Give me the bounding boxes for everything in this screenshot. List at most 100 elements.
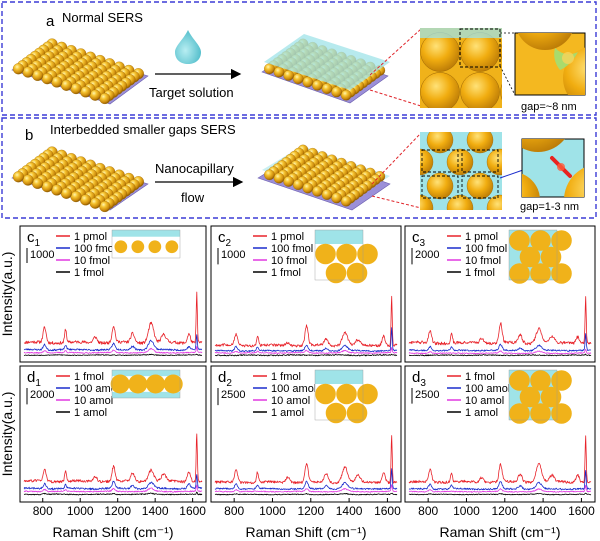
legend-entry: 1 amol xyxy=(465,407,498,419)
spectrum-trace-1-amol xyxy=(23,491,203,496)
zoom-line-b-bottom xyxy=(371,195,422,209)
legend-entry: 1 fmol xyxy=(271,267,301,279)
x-tick-label: 1400 xyxy=(336,504,363,518)
x-tick-label: 800 xyxy=(224,504,244,518)
panel-label-d2: d2 xyxy=(218,369,232,389)
gap-label-a: gap=~8 nm xyxy=(521,101,577,113)
gap-inset-a xyxy=(514,32,586,96)
inset-sphere xyxy=(530,403,551,424)
spectrum-trace-1-pmol xyxy=(408,296,592,346)
nanosphere xyxy=(12,171,24,183)
nanosphere-array-b-right xyxy=(264,144,386,207)
inset-sphere xyxy=(509,263,530,284)
panel-label-d3: d3 xyxy=(412,369,426,389)
nanosphere xyxy=(60,79,72,91)
inset-liquid xyxy=(112,391,180,398)
x-tick-label: 1200 xyxy=(297,504,324,518)
zoom-sphere xyxy=(426,172,454,200)
arrow-b-label-2: flow xyxy=(181,190,205,205)
x-tick-label: 1200 xyxy=(491,504,518,518)
inset-sphere xyxy=(325,262,347,284)
inset-liquid xyxy=(112,370,180,377)
y-axis-label: Intensity(a.u.) xyxy=(0,392,15,477)
inset-sphere xyxy=(530,263,551,284)
x-axis-label: Raman Shift (cm⁻¹) xyxy=(53,524,174,540)
zoom-view-b xyxy=(420,132,502,210)
structure-inset xyxy=(508,229,572,284)
nanosphere xyxy=(41,181,53,193)
spectrum-trace-10-amol xyxy=(23,484,203,493)
gap-label-b: gap=1-3 nm xyxy=(520,201,579,213)
zoom-line-b-top xyxy=(371,132,422,185)
inset-sphere xyxy=(357,243,378,265)
spectrum-trace-10-fmol xyxy=(23,345,203,354)
nanosphere xyxy=(99,200,111,213)
inset-sphere xyxy=(519,246,541,268)
legend-entry: 10 fmol xyxy=(271,255,307,267)
scale-bar-label: 2000 xyxy=(415,249,439,261)
legend-entry: 1 pmol xyxy=(74,231,107,243)
panel-label-subscript: 1 xyxy=(35,378,41,389)
spectrum-trace-100-amol xyxy=(214,468,398,491)
panel-label-c1: c1 xyxy=(27,229,41,249)
legend-entry: 100 fmol xyxy=(465,243,507,255)
spectrum-trace-1-fmol xyxy=(214,435,398,485)
inset-sphere xyxy=(509,230,530,251)
nanosphere xyxy=(331,192,342,204)
inset-sphere xyxy=(165,240,179,254)
nanosphere xyxy=(70,191,82,203)
nanosphere xyxy=(99,92,111,105)
nanosphere xyxy=(89,89,101,101)
structure-inset xyxy=(110,369,183,399)
nanosphere xyxy=(312,185,323,197)
legend-entry: 100 amol xyxy=(271,383,316,395)
panel-label-subscript: 1 xyxy=(35,238,41,249)
nanosphere xyxy=(292,73,304,85)
nanosphere xyxy=(51,184,63,196)
nanosphere xyxy=(340,195,352,207)
legend-entry: 10 amol xyxy=(74,395,113,407)
nanosphere xyxy=(302,182,314,194)
zoom-sphere xyxy=(500,83,502,101)
panel-a-title: Normal SERS xyxy=(62,10,143,25)
scale-bar-label: 1000 xyxy=(221,249,245,261)
inset-frame xyxy=(508,369,558,421)
zoom-sphere xyxy=(486,148,502,176)
x-tick-label: 800 xyxy=(33,504,53,518)
spectrum-trace-1-amol xyxy=(408,492,592,496)
inset-frame xyxy=(111,369,181,399)
gap-inset-b xyxy=(521,138,585,198)
arrow-b-label-1: Nanocapillary xyxy=(155,161,234,176)
inset-sphere xyxy=(131,240,145,254)
panel-label-subscript: 3 xyxy=(420,378,426,389)
structure-inset xyxy=(508,369,572,424)
zoom-sphere xyxy=(466,172,494,200)
nanosphere xyxy=(264,169,275,181)
inset-sphere xyxy=(551,263,572,284)
nanosphere xyxy=(292,179,304,191)
zoom-box-b-1 xyxy=(421,149,459,173)
panel-a: a Normal SERS Target solution xyxy=(1,1,597,116)
inset-sphere xyxy=(551,370,572,391)
x-tick-label: 1000 xyxy=(259,504,286,518)
inset-sphere xyxy=(146,374,166,394)
nanosphere xyxy=(22,66,34,78)
scale-bar-label: 2500 xyxy=(221,389,245,401)
x-axis-label: Raman Shift (cm⁻¹) xyxy=(246,524,367,540)
substrate-b-right xyxy=(257,144,391,211)
panel-label-c3: c3 xyxy=(412,229,426,249)
zoom-sphere xyxy=(420,72,460,108)
zoom-sphere xyxy=(446,148,474,176)
spectrum-trace-1-fmol xyxy=(408,435,592,484)
legend-entry: 1 pmol xyxy=(465,231,498,243)
nanosphere xyxy=(80,86,92,98)
nanosphere xyxy=(331,86,342,98)
inset-liquid xyxy=(112,230,180,237)
inset-sphere xyxy=(336,383,357,405)
scale-bar-label: 1000 xyxy=(30,249,54,261)
x-tick-label: 1600 xyxy=(374,504,401,518)
